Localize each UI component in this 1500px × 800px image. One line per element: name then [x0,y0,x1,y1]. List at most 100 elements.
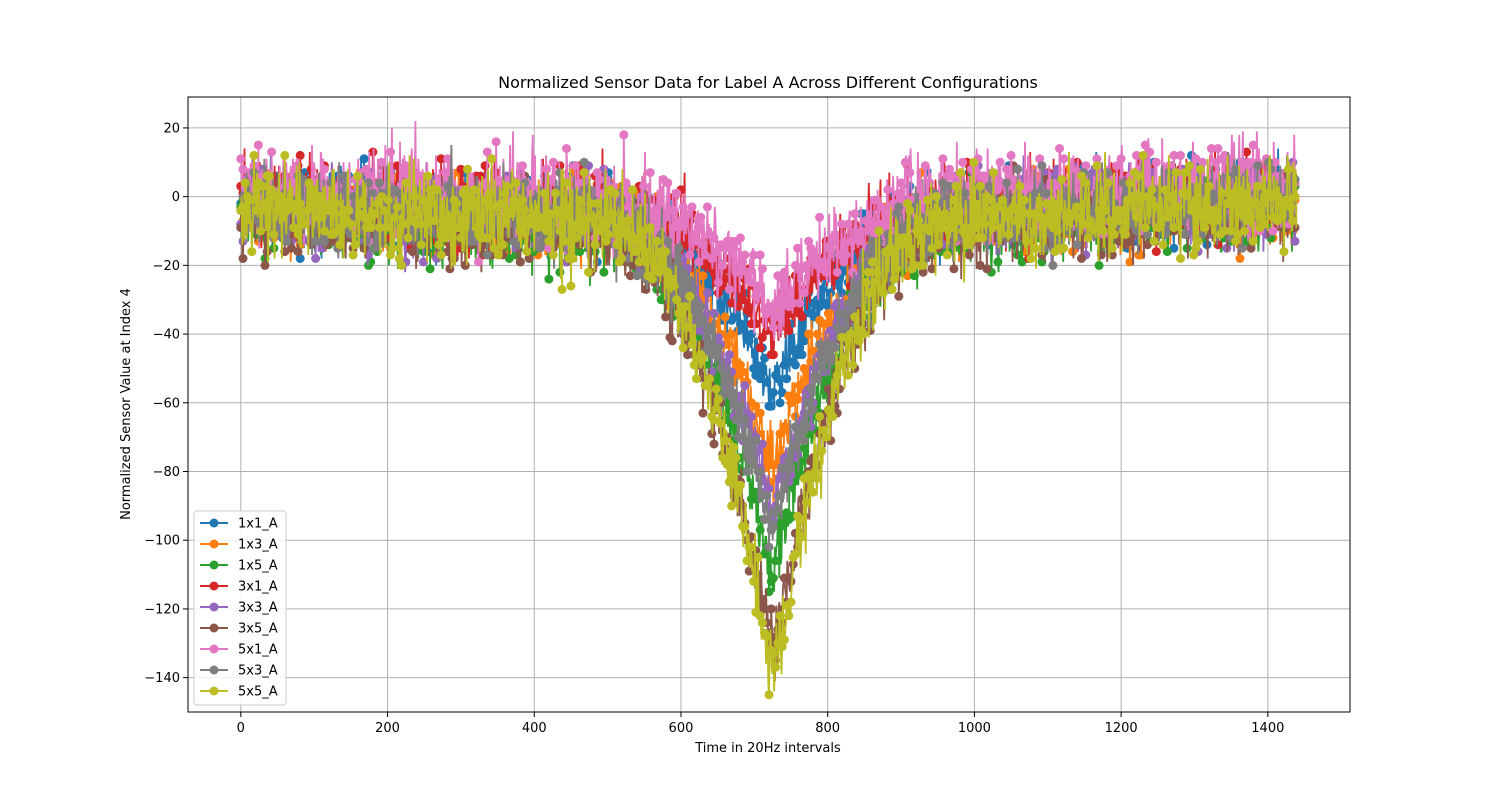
data-point [280,150,290,160]
data-point [1290,192,1300,202]
data-point [687,202,697,212]
data-point [647,274,657,284]
data-point [795,343,805,353]
data-point [848,360,858,370]
data-point [1286,202,1296,212]
data-point [738,367,748,377]
data-point [993,257,1003,267]
data-point [553,205,563,215]
data-point [762,491,772,500]
data-point [947,223,957,233]
data-point [746,542,756,552]
data-point [801,422,811,432]
data-point [843,370,853,380]
data-point [894,188,904,198]
data-point [808,346,818,356]
data-point [1228,188,1238,198]
data-point [390,212,400,222]
data-point [753,552,763,562]
data-point [1239,226,1249,236]
data-point [801,497,811,507]
data-point [850,209,860,219]
data-point [680,274,690,284]
data-point [740,250,750,260]
data-point [375,178,384,188]
data-point [779,267,789,277]
data-point [410,192,420,202]
data-point [832,267,842,277]
series-group [236,121,1300,700]
data-point [251,205,261,215]
data-point [1268,226,1278,236]
data-point [742,467,752,476]
data-point [1099,226,1108,236]
data-point [716,418,726,428]
data-point [859,329,869,339]
data-point [964,250,974,260]
data-point [502,181,512,191]
data-point [1059,154,1069,164]
data-point [989,168,998,178]
data-point [652,236,662,246]
data-point [870,278,880,287]
data-point [1052,226,1062,236]
data-point [645,168,655,178]
data-point [755,250,765,260]
data-point [518,161,527,171]
data-point [874,226,884,236]
data-point [808,405,818,415]
data-point [520,205,530,215]
data-point [768,522,778,531]
data-point [841,250,851,260]
data-point [511,178,521,188]
data-point [1233,175,1243,184]
y-tick-label: 20 [163,121,180,136]
data-point [771,556,781,566]
data-point [797,312,807,322]
data-point [1248,236,1258,246]
legend-label: 1x3_A [238,538,278,553]
y-tick-label: −80 [153,465,180,480]
data-point [282,236,292,246]
data-point [551,188,560,198]
data-point [779,635,789,645]
data-point [603,229,613,239]
data-point [716,363,726,373]
data-point [348,250,358,260]
data-point [1116,205,1126,215]
data-point [1048,260,1058,270]
data-point [971,223,981,233]
data-point [361,236,371,246]
data-point [766,302,776,312]
data-point [713,394,723,404]
data-point [821,267,831,277]
data-point [1041,188,1051,198]
legend-marker [209,518,219,528]
data-point [905,168,915,178]
data-point [773,504,783,514]
data-point [1101,205,1111,215]
data-point [713,278,723,287]
data-point [414,209,424,219]
data-point [1235,199,1245,208]
data-point [491,137,501,147]
data-point [786,597,796,607]
data-point [421,219,431,229]
data-point [522,247,532,257]
data-point [773,374,783,384]
data-point [482,233,492,243]
y-tick-label: −100 [144,534,180,549]
data-point [1072,202,1082,212]
data-point [995,157,1005,167]
data-point [830,381,840,391]
data-point [1235,254,1245,263]
data-point [1151,202,1161,212]
data-point [905,205,915,215]
data-point [293,229,303,239]
data-point [727,329,737,339]
data-point [812,329,822,339]
data-point [1246,212,1256,222]
data-point [764,542,774,552]
data-point [507,205,516,215]
